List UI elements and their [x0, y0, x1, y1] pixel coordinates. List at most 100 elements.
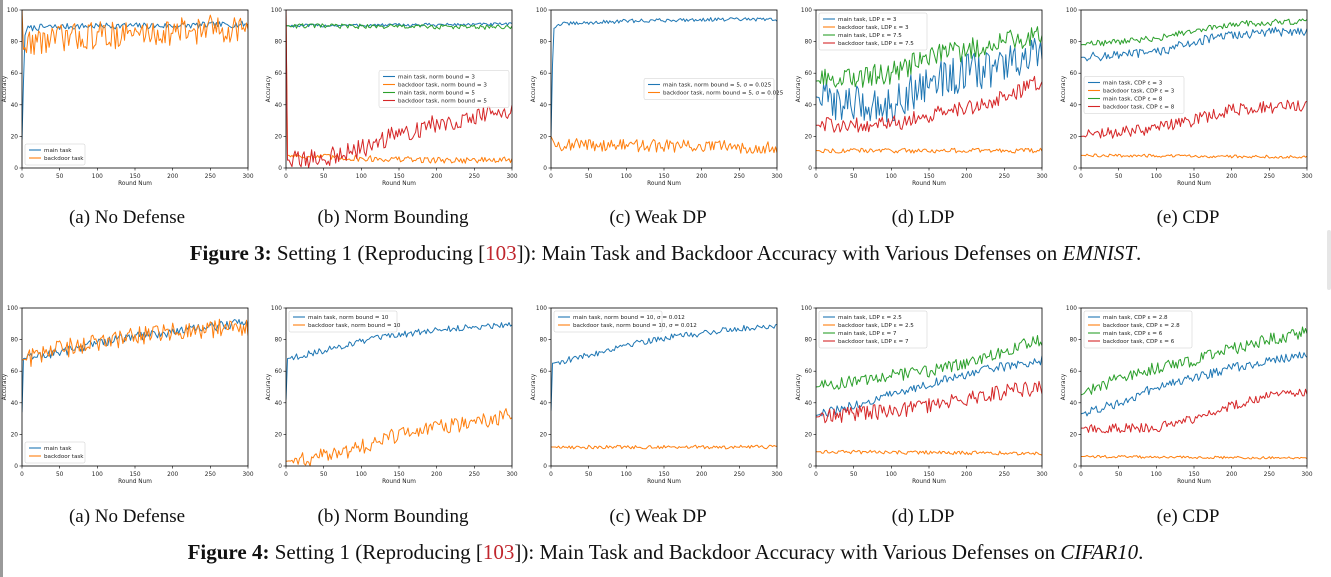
series-line-0 [286, 22, 512, 28]
series-line-0 [551, 323, 777, 411]
series-line-1 [22, 318, 248, 367]
y-tick-label: 60 [1070, 71, 1078, 77]
x-tick-label: 100 [886, 472, 897, 478]
y-tick-label: 20 [805, 432, 813, 438]
x-tick-label: 0 [20, 472, 24, 478]
figure-4-citation-link[interactable]: 103 [482, 540, 515, 564]
y-tick-label: 60 [11, 71, 19, 77]
x-tick-label: 200 [431, 174, 442, 180]
y-tick-label: 40 [540, 401, 548, 407]
y-axis-label: Accuracy [1061, 373, 1067, 400]
series-line-0 [816, 37, 1042, 123]
y-tick-label: 40 [805, 103, 813, 109]
x-tick-label: 0 [284, 472, 288, 478]
legend-entry: main task [44, 148, 72, 154]
legend-entry: backdoor task, LDP ε = 7 [838, 339, 909, 345]
y-tick-label: 100 [271, 306, 282, 312]
chart-fig4-d: 0 50 100 150 200 250 300 0 20 40 60 80 100 Round Num A… [796, 306, 1048, 485]
chart-fig3-b: 0 50 100 150 200 250 300 0 20 40 60 80 100 Round Num A… [266, 8, 518, 187]
x-tick-label: 200 [167, 472, 178, 478]
y-tick-label: 80 [11, 40, 19, 46]
x-tick-label: 50 [850, 472, 858, 478]
legend-entry: backdoor task [44, 156, 84, 162]
x-tick-label: 300 [242, 472, 253, 478]
x-tick-label: 300 [1036, 174, 1047, 180]
x-axis-label: Round Num [912, 181, 946, 187]
y-tick-label: 0 [808, 464, 812, 470]
x-tick-label: 150 [129, 472, 140, 478]
y-tick-label: 60 [805, 369, 813, 375]
series-line-1 [816, 147, 1042, 154]
series-line-1 [551, 136, 777, 154]
subcaption-fig3-c: (c) Weak DP [609, 207, 707, 228]
y-tick-label: 60 [275, 71, 283, 77]
x-tick-label: 250 [734, 174, 745, 180]
series-line-2 [1081, 326, 1307, 396]
legend: main task, norm bound = 5, σ = 0.025 back… [643, 78, 784, 100]
x-tick-label: 250 [469, 472, 480, 478]
legend-entry: backdoor task, LDP ε = 3 [838, 25, 909, 31]
legend-entry: main task, norm bound = 5 [398, 91, 475, 97]
figure-4-label: Figure 4: [187, 540, 270, 564]
y-tick-label: 60 [540, 71, 548, 77]
scrollbar-thumb[interactable] [1327, 230, 1331, 290]
legend-entry: main task, CDP ε = 6 [1103, 331, 1163, 337]
x-tick-label: 100 [1151, 472, 1162, 478]
legend-entry: main task, LDP ε = 7 [838, 331, 897, 337]
x-tick-label: 100 [356, 472, 367, 478]
y-tick-label: 100 [271, 8, 282, 14]
legend: main task, norm bound = 10 backdoor task,… [288, 310, 401, 333]
y-tick-label: 80 [11, 338, 19, 344]
legend-entry: backdoor task, LDP ε = 7.5 [838, 41, 914, 47]
x-tick-label: 200 [696, 472, 707, 478]
legend-entry: backdoor task [44, 454, 84, 460]
figure-3-citation-link[interactable]: 103 [485, 241, 517, 265]
x-tick-label: 200 [1226, 174, 1237, 180]
series-line-1 [286, 9, 512, 164]
legend: main task backdoor task [24, 441, 86, 464]
y-tick-label: 80 [1070, 40, 1078, 46]
y-tick-label: 60 [1070, 369, 1078, 375]
y-tick-label: 100 [7, 306, 18, 312]
x-tick-label: 50 [585, 174, 593, 180]
figure-4-caption-post: . [1138, 540, 1144, 564]
x-tick-label: 0 [814, 472, 818, 478]
y-tick-label: 0 [543, 166, 547, 172]
x-tick-label: 100 [356, 174, 367, 180]
x-tick-label: 300 [771, 472, 782, 478]
legend: main task backdoor task [24, 143, 86, 166]
x-axis-label: Round Num [382, 181, 416, 187]
y-tick-label: 80 [805, 338, 813, 344]
legend: main task, LDP ε = 2.5 backdoor task, LDP… [818, 310, 928, 349]
series-line-3 [816, 380, 1042, 424]
x-tick-label: 200 [696, 174, 707, 180]
x-tick-label: 50 [56, 174, 64, 180]
x-tick-label: 150 [393, 174, 404, 180]
y-tick-label: 0 [278, 166, 282, 172]
legend-entry: backdoor task, CDP ε = 3 [1103, 89, 1175, 95]
legend-entry: main task, norm bound = 5, σ = 0.025 [663, 83, 772, 89]
x-axis-label: Round Num [382, 479, 416, 485]
series-line-1 [816, 449, 1042, 456]
y-tick-label: 20 [805, 134, 813, 140]
x-tick-label: 250 [1264, 174, 1275, 180]
y-tick-label: 0 [14, 464, 18, 470]
x-tick-label: 200 [167, 174, 178, 180]
y-tick-label: 0 [543, 464, 547, 470]
x-tick-label: 150 [1188, 472, 1199, 478]
chart-fig3-a: 0 50 100 150 200 250 300 0 20 40 60 80 100 Round Num A… [2, 8, 254, 187]
legend-entry: backdoor task, CDP ε = 8 [1103, 105, 1175, 111]
y-tick-label: 100 [1066, 8, 1077, 14]
legend: main task, LDP ε = 3 backdoor task, LDP ε… [818, 12, 928, 51]
y-tick-label: 0 [808, 166, 812, 172]
subcaption-fig3-d: (d) LDP [891, 207, 955, 228]
figure-3-caption-pre: Setting 1 (Reproducing [ [271, 241, 486, 265]
x-tick-label: 0 [284, 174, 288, 180]
y-tick-label: 80 [275, 338, 283, 344]
x-tick-label: 250 [1264, 472, 1275, 478]
x-tick-label: 0 [1079, 174, 1083, 180]
series-line-0 [1081, 26, 1307, 62]
chart-fig4-e: 0 50 100 150 200 250 300 0 20 40 60 80 100 Round Num A… [1061, 306, 1313, 485]
y-tick-label: 80 [540, 40, 548, 46]
y-tick-label: 0 [1073, 464, 1077, 470]
